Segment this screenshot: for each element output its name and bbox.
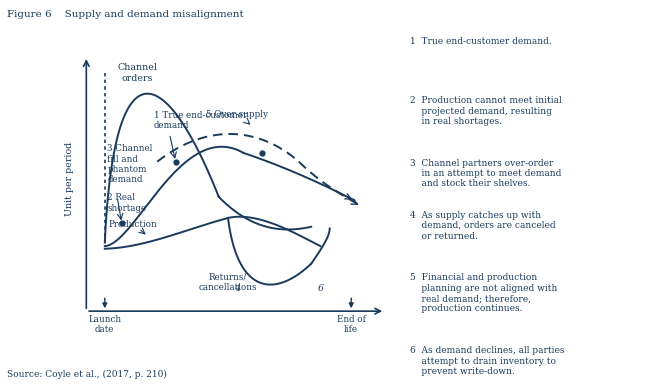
- Text: 4  As supply catches up with
    demand, orders are canceled
    or returned.: 4 As supply catches up with demand, orde…: [410, 211, 556, 240]
- Text: Returns/
cancellations: Returns/ cancellations: [199, 273, 257, 292]
- Text: 5  Financial and production
    planning are not aligned with
    real demand; t: 5 Financial and production planning are …: [410, 273, 557, 313]
- Text: 5 Over-supply: 5 Over-supply: [206, 110, 268, 120]
- Text: 6: 6: [318, 284, 324, 293]
- Text: End of
life: End of life: [337, 315, 366, 334]
- Text: 1  True end-customer demand.: 1 True end-customer demand.: [410, 37, 552, 46]
- Text: Channel
orders: Channel orders: [117, 63, 157, 83]
- Text: Launch
date: Launch date: [89, 315, 121, 334]
- Text: Production: Production: [109, 220, 158, 230]
- Text: Source: Coyle et al., (2017, p. 210): Source: Coyle et al., (2017, p. 210): [7, 370, 167, 379]
- Text: 1 True end-customer
demand: 1 True end-customer demand: [154, 111, 247, 130]
- Text: Figure 6    Supply and demand misalignment: Figure 6 Supply and demand misalignment: [7, 10, 243, 19]
- Text: 2  Production cannot meet initial
    projected demand, resulting
    in real sh: 2 Production cannot meet initial project…: [410, 96, 562, 126]
- Text: Unit per period: Unit per period: [65, 142, 74, 217]
- Text: 4: 4: [234, 284, 240, 293]
- Text: 3  Channel partners over-order
    in an attempt to meet demand
    and stock th: 3 Channel partners over-order in an atte…: [410, 159, 562, 188]
- Text: 6  As demand declines, all parties
    attempt to drain inventory to
    prevent: 6 As demand declines, all parties attemp…: [410, 346, 564, 376]
- Text: 3 Channel
fill and
phantom
demand: 3 Channel fill and phantom demand: [107, 144, 152, 184]
- Text: 2 Real
shortage: 2 Real shortage: [107, 193, 146, 213]
